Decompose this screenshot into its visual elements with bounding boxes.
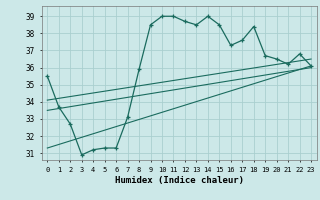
X-axis label: Humidex (Indice chaleur): Humidex (Indice chaleur) [115, 176, 244, 185]
